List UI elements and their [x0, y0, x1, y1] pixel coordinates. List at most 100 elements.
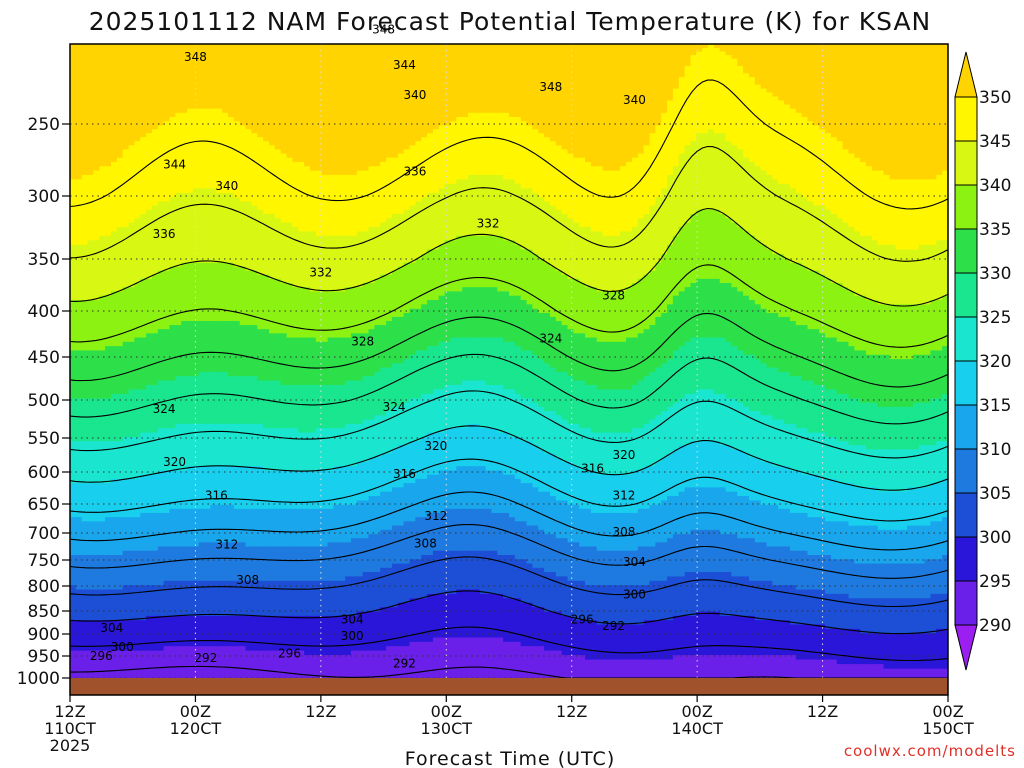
field-cell	[70, 231, 76, 236]
field-cell	[82, 505, 88, 510]
field-cell	[76, 664, 82, 669]
field-cell	[76, 89, 82, 94]
field-cell	[93, 638, 99, 643]
field-cell	[117, 453, 123, 458]
field-cell	[105, 603, 111, 608]
field-cell	[99, 45, 105, 49]
field-cell	[111, 166, 117, 171]
field-cell	[99, 603, 105, 608]
field-cell	[99, 300, 105, 305]
field-cell	[117, 555, 123, 560]
field-cell	[82, 576, 88, 581]
field-cell	[93, 458, 99, 463]
field-cell	[70, 137, 76, 142]
field-cell	[117, 363, 123, 368]
field-cell	[117, 275, 123, 280]
field-cell	[105, 263, 111, 268]
field-cell	[123, 433, 129, 438]
field-cell	[93, 576, 99, 581]
field-cell	[99, 555, 105, 560]
field-cell	[82, 509, 88, 514]
field-cell	[111, 171, 117, 176]
field-cell	[111, 428, 117, 433]
field-cell	[111, 236, 117, 241]
field-cell	[117, 133, 123, 138]
field-cell	[82, 612, 88, 617]
field-cell	[93, 346, 99, 351]
field-cell	[76, 321, 82, 326]
field-cell	[76, 359, 82, 364]
field-cell	[93, 321, 99, 326]
field-cell	[99, 534, 105, 539]
field-cell	[70, 179, 76, 184]
field-cell	[93, 271, 99, 276]
field-cell	[88, 263, 94, 268]
field-cell	[105, 240, 111, 245]
field-cell	[88, 576, 94, 581]
field-cell	[99, 254, 105, 259]
field-cell	[93, 664, 99, 669]
field-cell	[117, 197, 123, 202]
field-cell	[99, 526, 105, 531]
field-cell	[117, 45, 123, 49]
field-cell	[117, 249, 123, 254]
field-cell	[82, 73, 88, 77]
field-cell	[117, 346, 123, 351]
field-cell	[105, 492, 111, 497]
field-cell	[88, 113, 94, 118]
field-cell	[93, 505, 99, 510]
field-cell	[93, 223, 99, 228]
field-cell	[76, 317, 82, 322]
field-cell	[82, 263, 88, 268]
field-cell	[88, 517, 94, 522]
field-cell	[88, 581, 94, 586]
field-cell	[82, 547, 88, 552]
field-cell	[105, 223, 111, 228]
field-cell	[111, 368, 117, 373]
field-cell	[117, 175, 123, 180]
field-cell	[88, 403, 94, 408]
field-cell	[93, 333, 99, 338]
field-cell	[93, 572, 99, 577]
field-cell	[111, 342, 117, 347]
field-cell	[117, 385, 123, 390]
field-cell	[111, 100, 117, 105]
field-cell	[99, 585, 105, 590]
field-cell	[99, 283, 105, 288]
field-cell	[82, 598, 88, 603]
field-cell	[105, 585, 111, 590]
field-cell	[117, 66, 123, 70]
field-cell	[117, 245, 123, 250]
field-cell	[123, 141, 129, 146]
field-cell	[82, 555, 88, 560]
field-cell	[70, 513, 76, 518]
field-cell	[123, 385, 129, 390]
field-cell	[93, 394, 99, 399]
field-cell	[76, 28, 82, 32]
field-cell	[88, 363, 94, 368]
field-cell	[99, 93, 105, 98]
field-cell	[99, 66, 105, 70]
field-cell	[70, 113, 76, 118]
field-cell	[88, 603, 94, 608]
field-cell	[105, 542, 111, 547]
field-cell	[88, 329, 94, 334]
field-cell	[99, 96, 105, 101]
field-cell	[82, 325, 88, 330]
field-cell	[105, 526, 111, 531]
field-cell	[93, 240, 99, 245]
field-cell	[111, 321, 117, 326]
field-cell	[70, 475, 76, 480]
field-cell	[70, 453, 76, 458]
field-cell	[88, 193, 94, 198]
field-cell	[105, 612, 111, 617]
field-cell	[76, 568, 82, 573]
field-cell	[117, 547, 123, 552]
field-cell	[111, 158, 117, 163]
field-cell	[99, 521, 105, 526]
field-cell	[123, 521, 129, 526]
field-cell	[99, 105, 105, 110]
field-cell	[117, 313, 123, 318]
field-cell	[93, 113, 99, 118]
field-cell	[88, 475, 94, 480]
